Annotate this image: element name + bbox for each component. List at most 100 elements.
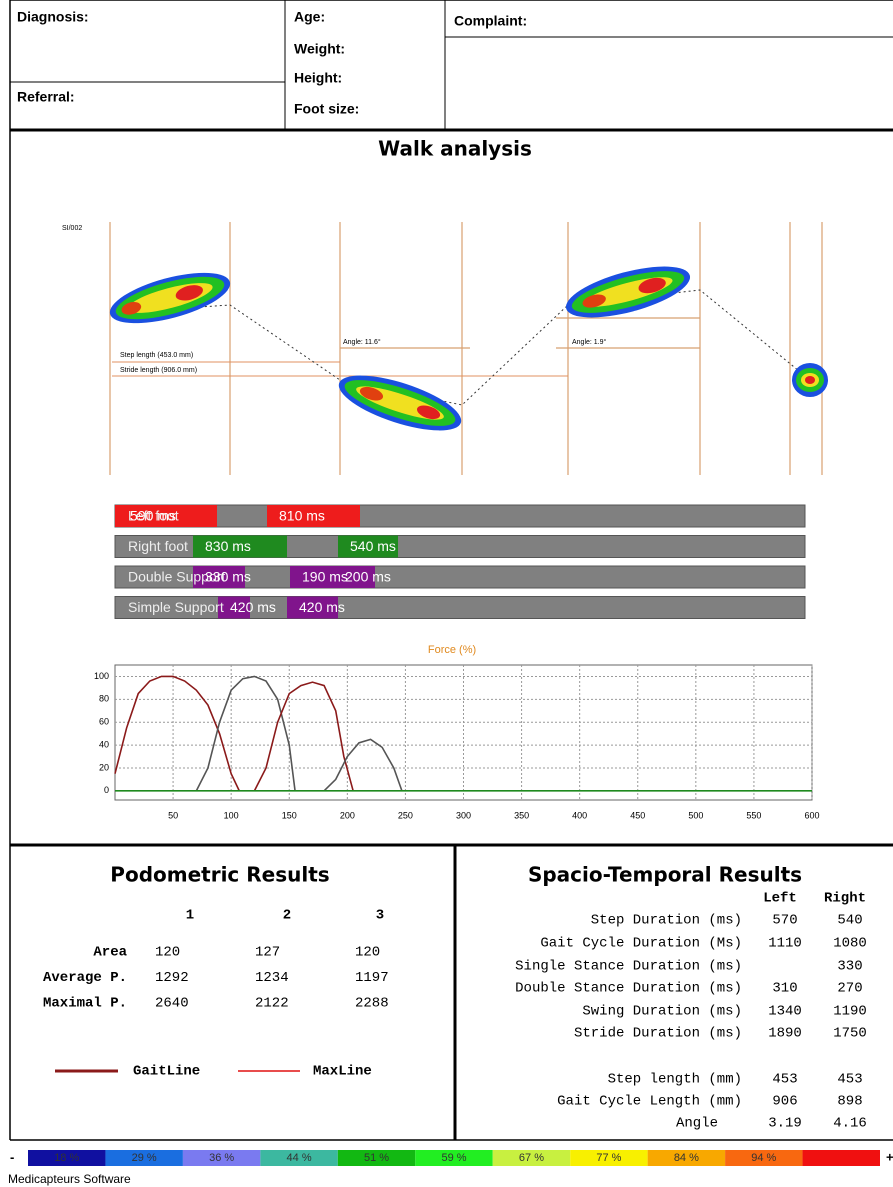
cell: 310 bbox=[772, 981, 797, 997]
timing-value: 540 ms bbox=[350, 538, 396, 554]
cell: 120 bbox=[155, 945, 180, 961]
x-tick-label: 100 bbox=[224, 810, 239, 820]
walk-title: Walk analysis bbox=[378, 137, 532, 161]
x-tick-label: 400 bbox=[572, 810, 587, 820]
timing-value: 810 ms bbox=[279, 508, 325, 524]
scale-step bbox=[803, 1150, 880, 1166]
angle-note: Angle: 1.9° bbox=[572, 338, 607, 346]
y-tick-label: 40 bbox=[99, 739, 109, 749]
angle-note: Angle: 11.6° bbox=[343, 338, 381, 346]
cell: 898 bbox=[837, 1094, 862, 1110]
cell: 1234 bbox=[255, 970, 289, 986]
cell: 453 bbox=[772, 1072, 797, 1088]
row-label: Gait Cycle Duration (Ms) bbox=[540, 936, 742, 952]
scale-label: 84 % bbox=[674, 1152, 699, 1164]
column-header: 1 bbox=[186, 908, 194, 924]
scale-label: 36 % bbox=[209, 1152, 234, 1164]
legend-label: GaitLine bbox=[133, 1064, 200, 1080]
y-tick-label: 60 bbox=[99, 717, 109, 727]
row-label: Maximal P. bbox=[43, 996, 127, 1012]
x-tick-label: 500 bbox=[688, 810, 703, 820]
y-tick-label: 80 bbox=[99, 694, 109, 704]
cell: 2640 bbox=[155, 996, 189, 1012]
x-tick-label: 50 bbox=[168, 810, 178, 820]
complaint: Complaint: bbox=[454, 13, 527, 29]
cell: 1750 bbox=[833, 1026, 867, 1042]
footer: Medicapteurs Software bbox=[8, 1172, 131, 1186]
row-label: Swing Duration (ms) bbox=[582, 1004, 742, 1020]
timing-value: 420 ms bbox=[230, 599, 276, 615]
cell: 4.16 bbox=[833, 1116, 867, 1132]
x-tick-label: 450 bbox=[630, 810, 645, 820]
row-label: Gait Cycle Length (mm) bbox=[557, 1094, 742, 1110]
scale-label: 59 % bbox=[441, 1152, 466, 1164]
cell: 540 bbox=[837, 913, 862, 929]
code: SI/002 bbox=[62, 225, 82, 232]
timing-value: 830 ms bbox=[205, 538, 251, 554]
cell: 1190 bbox=[833, 1004, 867, 1020]
y-tick-label: 20 bbox=[99, 762, 109, 772]
y-tick-label: 100 bbox=[94, 671, 109, 681]
cell: 270 bbox=[837, 981, 862, 997]
timing-bar bbox=[115, 505, 805, 527]
cell: 1110 bbox=[768, 936, 802, 952]
diagnosis: Diagnosis: bbox=[17, 9, 89, 25]
timing-label: Simple Support bbox=[128, 599, 224, 615]
scale-label: 18 % bbox=[54, 1152, 79, 1164]
cell: 2122 bbox=[255, 996, 289, 1012]
timing-value: 330 ms bbox=[205, 569, 251, 585]
x-tick-label: 150 bbox=[282, 810, 297, 820]
scale-max: + bbox=[886, 1149, 893, 1164]
x-tick-label: 300 bbox=[456, 810, 471, 820]
row-label: Average P. bbox=[43, 970, 127, 986]
row-label: Area bbox=[93, 945, 127, 961]
timing-value: 590 ms bbox=[130, 508, 176, 524]
timing-value: 420 ms bbox=[299, 599, 345, 615]
timing-label: Right foot bbox=[128, 538, 188, 554]
foot-size: Foot size: bbox=[294, 101, 359, 117]
stride-length-note: Stride length (906.0 mm) bbox=[120, 367, 197, 374]
cell: 1292 bbox=[155, 970, 189, 986]
height: Height: bbox=[294, 70, 342, 86]
force-line bbox=[196, 676, 295, 790]
cell: 127 bbox=[255, 945, 280, 961]
age: Age: bbox=[294, 9, 325, 25]
force-line bbox=[115, 676, 239, 790]
step-length-note: Step length (453.0 mm) bbox=[120, 352, 193, 359]
cell: 1340 bbox=[768, 1004, 802, 1020]
x-tick-label: 250 bbox=[398, 810, 413, 820]
row-label: Step length (mm) bbox=[608, 1072, 742, 1088]
row-label: Step Duration (ms) bbox=[591, 913, 742, 929]
x-tick-label: 550 bbox=[746, 810, 761, 820]
section-title: Spacio-Temporal Results bbox=[528, 863, 802, 887]
referral: Referral: bbox=[17, 89, 75, 105]
scale-label: 29 % bbox=[132, 1152, 157, 1164]
x-tick-label: 350 bbox=[514, 810, 529, 820]
cell: 570 bbox=[772, 913, 797, 929]
report: Diagnosis: Referral: Age: Weight: Height… bbox=[0, 0, 893, 1187]
cell: 453 bbox=[837, 1072, 862, 1088]
cell: 120 bbox=[355, 945, 380, 961]
y-tick-label: 0 bbox=[104, 785, 109, 795]
legend-label: MaxLine bbox=[313, 1064, 372, 1080]
chart-title: Force (%) bbox=[428, 644, 476, 656]
scale-min: - bbox=[10, 1149, 14, 1164]
row-label: Stride Duration (ms) bbox=[574, 1026, 742, 1042]
cell: 2288 bbox=[355, 996, 389, 1012]
x-tick-label: 200 bbox=[340, 810, 355, 820]
cell: 1080 bbox=[833, 936, 867, 952]
column-header: Right bbox=[824, 891, 866, 907]
color-scale: -+18 %29 %36 %44 %51 %59 %67 %77 %84 %94… bbox=[10, 1149, 893, 1166]
column-header: 3 bbox=[376, 908, 384, 924]
cell: 330 bbox=[837, 959, 862, 975]
row-label: Single Stance Duration (ms) bbox=[515, 959, 742, 975]
timing-value: 200 ms bbox=[345, 569, 391, 585]
row-label: Double Stance Duration (ms) bbox=[515, 981, 742, 997]
force-line bbox=[324, 739, 402, 790]
scale-label: 77 % bbox=[596, 1152, 621, 1164]
cell: 3.19 bbox=[768, 1116, 802, 1132]
footprint-map: SI/002 Step length (453.0 mm) Stride len… bbox=[62, 222, 828, 475]
cell: 1890 bbox=[768, 1026, 802, 1042]
